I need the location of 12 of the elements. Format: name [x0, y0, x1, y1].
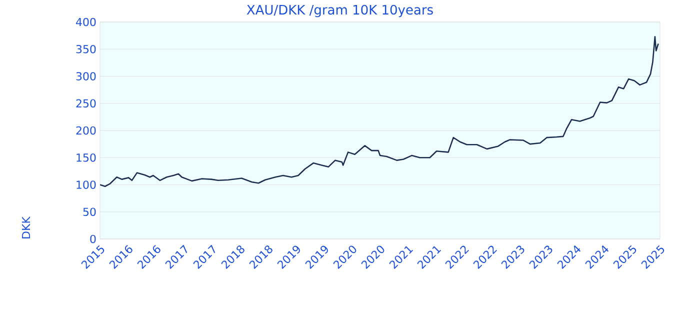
y-tick-label: 200	[76, 126, 96, 135]
y-tick-label: 50	[83, 208, 96, 216]
y-tick-label: 100	[76, 180, 96, 189]
chart-title: XAU/DKK /gram 10K 10years	[246, 4, 433, 18]
y-tick-label: 250	[76, 99, 96, 108]
y-tick-label: 400	[76, 18, 96, 26]
line-series	[100, 36, 659, 188]
y-tick-label: 0	[90, 234, 96, 244]
y-tick-label: 300	[76, 72, 96, 80]
y-tick-label: 150	[76, 153, 96, 162]
y-tick-label: 350	[76, 44, 96, 54]
y-axis-title: DKK	[22, 216, 30, 238]
